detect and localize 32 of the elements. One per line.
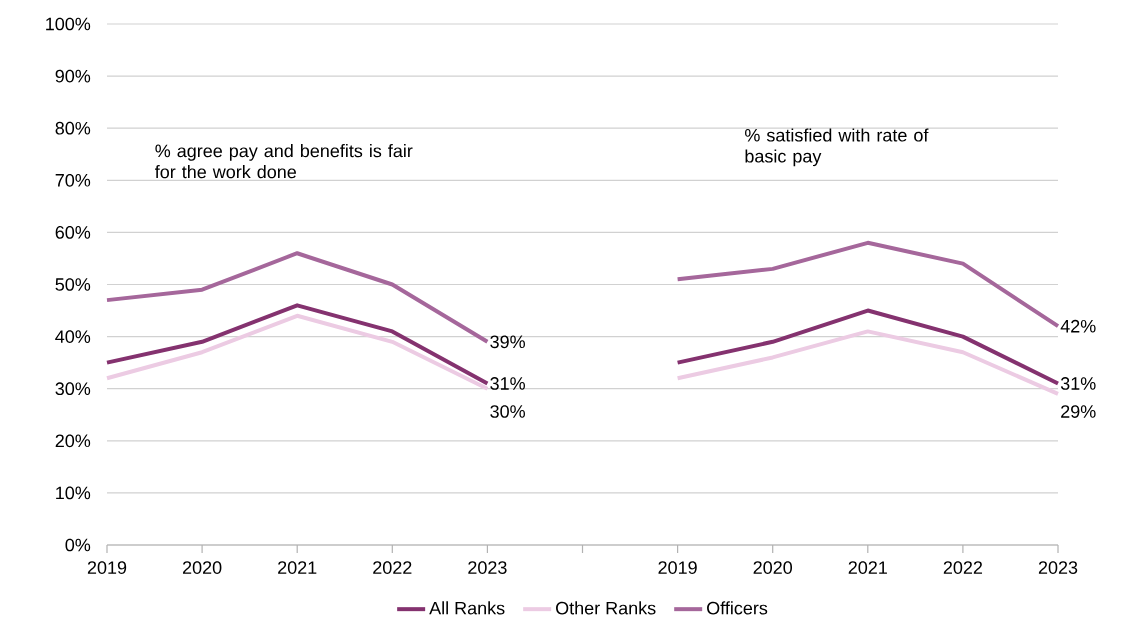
x-tick-label: 2020 bbox=[753, 561, 793, 574]
y-tick-label: 100% bbox=[46, 17, 91, 31]
y-tick-label: 10% bbox=[56, 486, 91, 500]
x-tick-label: 2021 bbox=[278, 561, 317, 574]
x-tick-label: 2022 bbox=[943, 561, 983, 574]
data-label: 30% bbox=[490, 405, 525, 418]
y-tick-label: 90% bbox=[55, 69, 91, 83]
x-tick-label: 2023 bbox=[1038, 561, 1078, 574]
y-tick-label: 0% bbox=[65, 538, 91, 552]
x-tick-label: 2019 bbox=[658, 561, 697, 574]
x-tick-label: 2020 bbox=[182, 561, 222, 574]
legend-label: Officers bbox=[707, 601, 768, 615]
data-label: 29% bbox=[1061, 405, 1096, 418]
y-tick-label: 60% bbox=[55, 226, 91, 239]
y-tick-label: 40% bbox=[55, 330, 91, 343]
data-label: 42% bbox=[1060, 319, 1096, 333]
x-tick-label: 2023 bbox=[468, 561, 507, 574]
legend-label: All Ranks bbox=[429, 601, 505, 615]
y-tick-label: 70% bbox=[55, 173, 91, 187]
y-tick-label: 50% bbox=[55, 278, 91, 291]
x-tick-label: 2022 bbox=[373, 561, 412, 574]
y-tick-label: 30% bbox=[55, 382, 91, 396]
x-tick-label: 2019 bbox=[87, 561, 127, 574]
data-label: 31% bbox=[490, 377, 525, 390]
data-label: 31% bbox=[1060, 377, 1096, 390]
data-label: 39% bbox=[490, 335, 525, 349]
y-tick-label: 20% bbox=[55, 434, 91, 448]
legend-label: Other Ranks bbox=[556, 601, 656, 615]
x-tick-label: 2021 bbox=[848, 561, 887, 574]
y-tick-label: 80% bbox=[55, 121, 91, 135]
annotation: % satisfied with rate of basic pay bbox=[745, 128, 929, 167]
annotation: % agree pay and benefits is fair for the work done bbox=[155, 144, 413, 179]
